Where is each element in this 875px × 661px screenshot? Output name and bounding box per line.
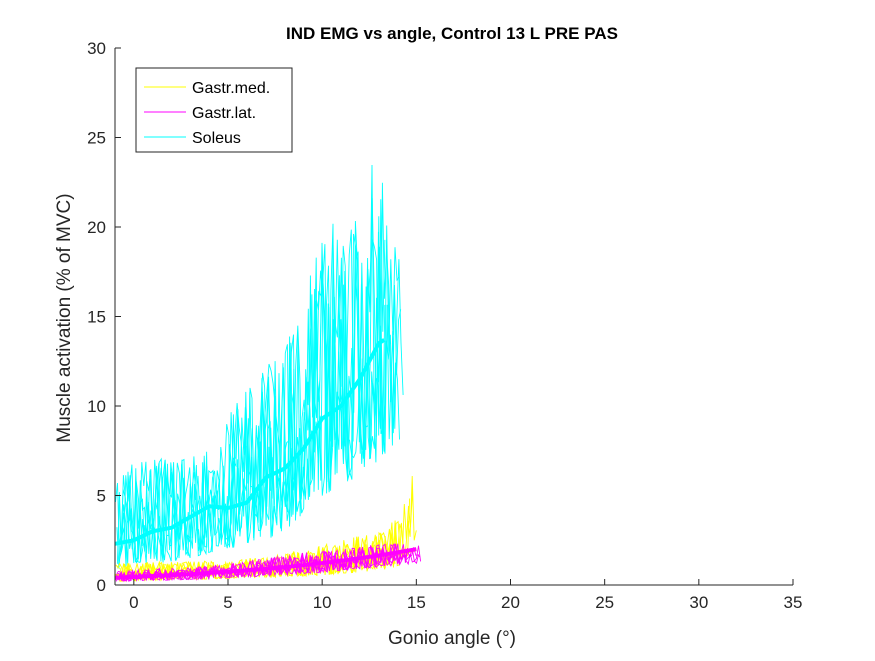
mean-trace-soleus (114, 338, 386, 546)
mean-trace-gastr-lat (114, 547, 417, 580)
legend-label-gastr-lat: Gastr.lat. (192, 105, 256, 122)
x-tick-label: 25 (595, 593, 614, 612)
legend-label-gastr-med: Gastr.med. (192, 80, 270, 97)
trial-trace-soleus (116, 242, 402, 568)
x-axis-label: Gonio angle (°) (388, 628, 516, 649)
x-tick-label: 30 (689, 593, 708, 612)
y-tick-label: 15 (87, 308, 106, 327)
legend-label-soleus: Soleus (192, 130, 241, 147)
x-tick-label: 35 (784, 593, 803, 612)
y-tick-label: 20 (87, 218, 106, 237)
x-tick-label: 20 (501, 593, 520, 612)
x-tick-label: 5 (223, 593, 232, 612)
y-tick-label: 10 (87, 397, 106, 416)
x-tick-label: 15 (407, 593, 426, 612)
plot-area (114, 164, 422, 583)
chart-title: IND EMG vs angle, Control 13 L PRE PAS (286, 24, 618, 43)
y-tick-label: 30 (87, 39, 106, 58)
y-axis-label: Muscle activation (% of MVC) (54, 193, 75, 442)
legend: Gastr.med. Gastr.lat. Soleus (135, 67, 293, 153)
x-tick-label: 10 (313, 593, 332, 612)
y-tick-label: 0 (97, 576, 106, 595)
legend-box (135, 67, 293, 153)
x-tick-label: 0 (129, 593, 138, 612)
y-tick-label: 25 (87, 129, 106, 148)
y-tick-label: 5 (97, 487, 106, 506)
axes: 0 5 10 15 20 25 30 35 0 5 10 15 20 25 30 (87, 39, 802, 612)
trial-trace-gastr-lat (119, 543, 399, 582)
